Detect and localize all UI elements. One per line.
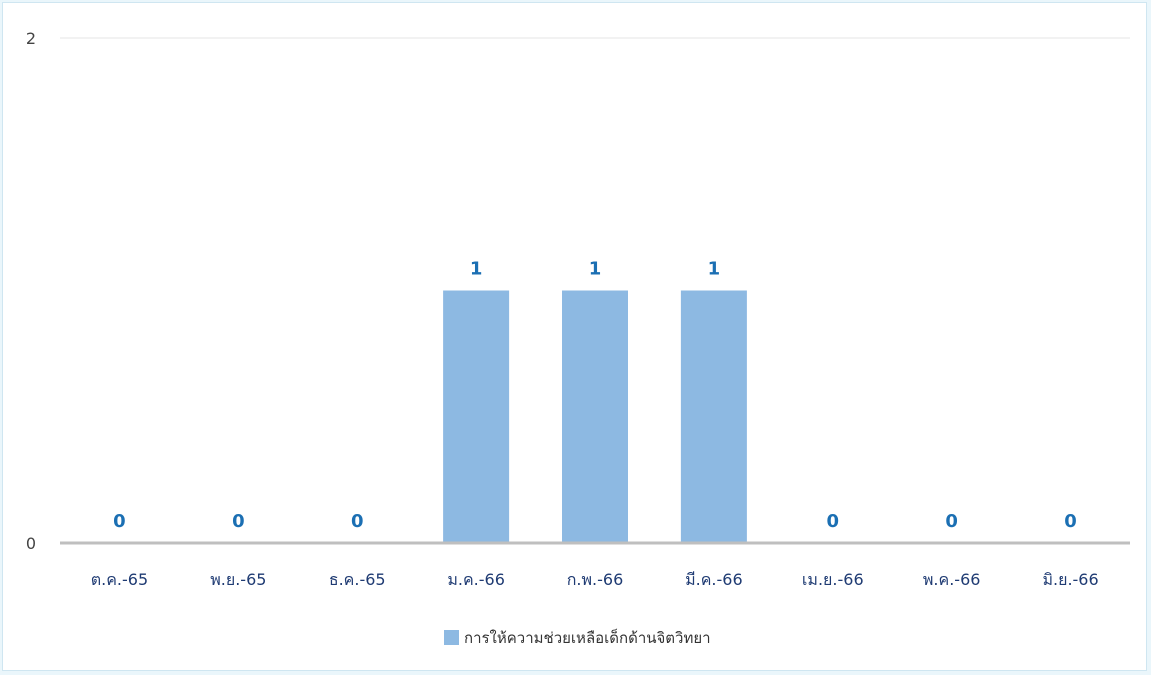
x-tick-label: ม.ค.-66 xyxy=(447,570,505,589)
data-label: 1 xyxy=(708,259,721,280)
labels: 0 ต.ค.-65 0 พ.ย.-65 0 ธ.ค.-65 1 ม.ค.-66 1 ก.พ.-66… xyxy=(91,259,1099,590)
bars xyxy=(443,290,747,543)
x-tick-label: พ.ย.-65 xyxy=(210,570,266,589)
data-label: 1 xyxy=(589,259,602,280)
x-tick-label: มิ.ย.-66 xyxy=(1042,570,1098,589)
bar xyxy=(562,290,628,543)
legend-swatch xyxy=(444,630,459,645)
data-label: 0 xyxy=(1064,511,1077,532)
bar xyxy=(680,290,747,543)
x-tick-label: มี.ค.-66 xyxy=(685,570,743,589)
x-tick-label: ก.พ.-66 xyxy=(567,570,624,589)
data-label: 0 xyxy=(351,511,364,532)
x-tick-label: พ.ค.-66 xyxy=(923,570,981,589)
x-tick-label: ต.ค.-65 xyxy=(91,570,148,589)
data-label: 0 xyxy=(232,511,245,532)
legend: การให้ความช่วยเหลือเด็กด้านจิตวิทยา xyxy=(444,628,711,647)
data-label: 0 xyxy=(113,511,126,532)
x-tick-label: ธ.ค.-65 xyxy=(329,570,386,589)
x-tick-label: เม.ย.-66 xyxy=(802,570,864,589)
data-label: 0 xyxy=(945,511,958,532)
bar xyxy=(443,290,510,543)
legend-label: การให้ความช่วยเหลือเด็กด้านจิตวิทยา xyxy=(464,628,711,647)
data-label: 0 xyxy=(827,511,840,532)
y-tick-label: 2 xyxy=(26,29,36,48)
data-label: 1 xyxy=(470,259,483,280)
y-tick-label: 0 xyxy=(26,534,36,553)
axes: 02 xyxy=(26,29,1130,553)
